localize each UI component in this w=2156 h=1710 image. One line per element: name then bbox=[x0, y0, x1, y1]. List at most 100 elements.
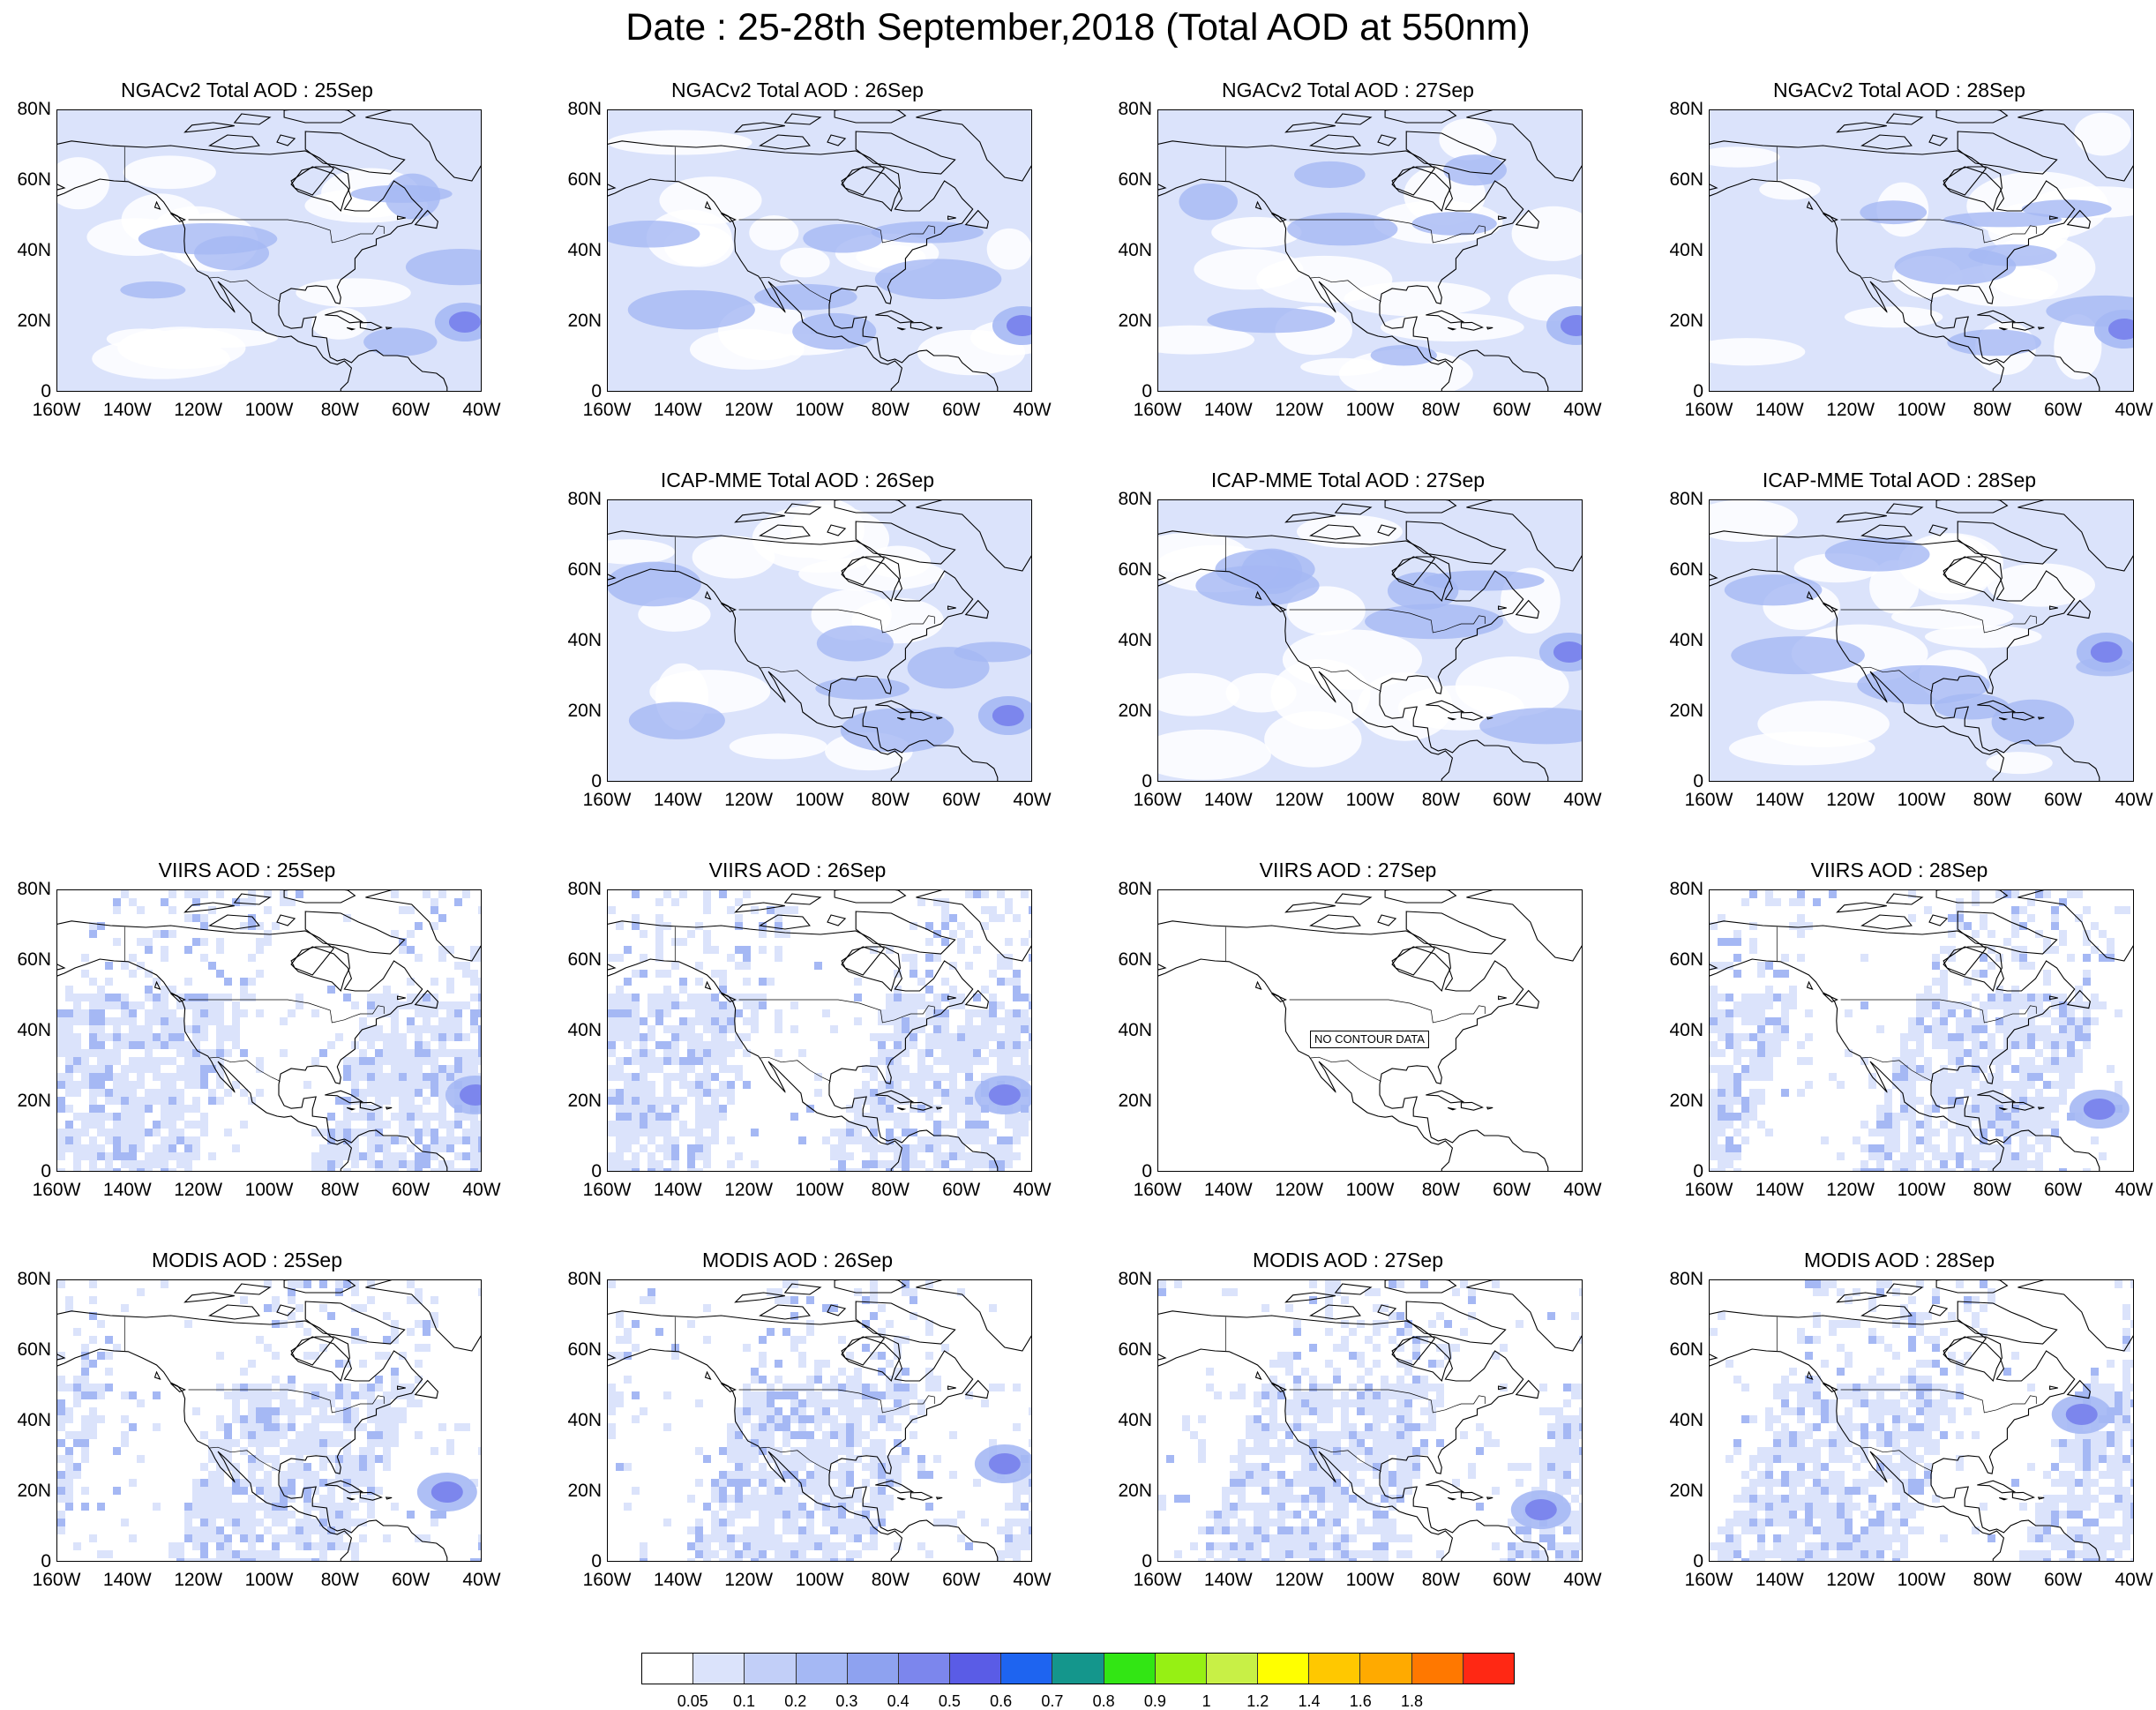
aod-pixel bbox=[1805, 922, 1813, 930]
low-aod-patch bbox=[1710, 146, 1780, 168]
aod-pixel bbox=[878, 1391, 886, 1399]
island-coastline bbox=[1334, 113, 1373, 125]
aod-pixel bbox=[782, 1519, 790, 1526]
aod-pixel bbox=[89, 1121, 97, 1129]
aod-pixel bbox=[2003, 1129, 2011, 1136]
aod-pixel bbox=[703, 1558, 711, 1561]
aod-pixel bbox=[902, 1391, 910, 1399]
lat-tick-label: 80N bbox=[567, 489, 602, 509]
aod-pixel bbox=[1980, 922, 1988, 930]
aod-pixel bbox=[830, 1399, 838, 1407]
aod-pixel bbox=[168, 930, 176, 938]
aod-pixel bbox=[1238, 1558, 1246, 1561]
aod-pixel bbox=[319, 1168, 327, 1171]
aod-pixel bbox=[97, 1089, 105, 1097]
aod-pixel bbox=[886, 1073, 894, 1081]
aod-pixel bbox=[2003, 1168, 2011, 1171]
aod-pixel bbox=[319, 1304, 327, 1312]
dust-plume-core bbox=[1560, 315, 1582, 336]
aod-pixel bbox=[1021, 1129, 1029, 1136]
aod-pixel bbox=[886, 1463, 894, 1471]
aod-pixel bbox=[319, 1526, 327, 1534]
aod-pixel bbox=[168, 1168, 176, 1171]
aod-pixel bbox=[1389, 1423, 1396, 1431]
aod-pixel bbox=[1309, 1280, 1317, 1288]
aod-pixel bbox=[256, 1487, 264, 1495]
aod-pixel bbox=[1349, 1399, 1357, 1407]
aod-pixel bbox=[81, 970, 89, 978]
aod-pixel bbox=[1726, 1550, 1733, 1558]
aod-pixel bbox=[1222, 1288, 1230, 1296]
aod-pixel bbox=[1523, 1550, 1531, 1558]
aod-pixel bbox=[2043, 1105, 2051, 1113]
island-coastline bbox=[1284, 122, 1336, 133]
aod-pixel bbox=[248, 1471, 256, 1479]
island-coastline bbox=[783, 1283, 822, 1295]
aod-pixel bbox=[161, 954, 168, 962]
aod-pixel bbox=[1892, 1121, 1900, 1129]
aod-pixel bbox=[327, 1113, 335, 1121]
aod-pixel bbox=[1932, 1089, 1940, 1097]
aod-pixel bbox=[1341, 1511, 1349, 1519]
aod-pixel bbox=[1373, 1550, 1381, 1558]
aod-pixel bbox=[1309, 1550, 1317, 1558]
aod-pixel bbox=[862, 1542, 870, 1550]
aod-pixel bbox=[248, 1463, 256, 1471]
aod-pixel bbox=[1972, 1105, 1980, 1113]
aod-pixel bbox=[89, 1312, 97, 1320]
aod-pixel bbox=[208, 1511, 216, 1519]
aod-pixel bbox=[232, 1081, 240, 1089]
aod-pixel bbox=[192, 914, 200, 922]
aod-pixel bbox=[1765, 1057, 1773, 1065]
aod-pixel bbox=[192, 1511, 200, 1519]
island-coastline bbox=[153, 980, 161, 990]
aod-pixel bbox=[711, 970, 719, 978]
aod-pixel bbox=[335, 1463, 343, 1471]
island-coastline bbox=[183, 122, 235, 133]
aod-pixel bbox=[105, 1057, 113, 1065]
aod-pixel bbox=[949, 1152, 957, 1160]
aod-pixel bbox=[351, 1463, 359, 1471]
aod-pixel bbox=[965, 1049, 973, 1057]
island-coastline bbox=[1836, 512, 1887, 523]
aod-map bbox=[1710, 110, 2133, 391]
aod-pixel bbox=[192, 1503, 200, 1511]
island-coastline bbox=[1447, 1106, 1457, 1111]
aod-pixel bbox=[161, 1033, 168, 1041]
map-plot-area bbox=[607, 499, 1032, 782]
aod-pixel bbox=[1733, 1097, 1741, 1105]
aod-pixel bbox=[375, 1121, 383, 1129]
aod-pixel bbox=[806, 1479, 814, 1487]
aod-pixel bbox=[288, 898, 296, 906]
aod-pixel bbox=[81, 1384, 89, 1391]
aod-pixel bbox=[113, 1089, 121, 1097]
aod-pixel bbox=[367, 1463, 375, 1471]
aod-pixel bbox=[1757, 970, 1765, 978]
aod-pixel bbox=[1563, 1384, 1571, 1391]
aod-pixel bbox=[1972, 1049, 1980, 1057]
aod-pixel bbox=[375, 1487, 383, 1495]
aod-pixel bbox=[1301, 1519, 1309, 1526]
aod-pixel bbox=[806, 1558, 814, 1561]
aod-pixel bbox=[1940, 1009, 1948, 1017]
aod-pixel bbox=[383, 1407, 391, 1415]
aod-pixel bbox=[775, 1423, 782, 1431]
lat-tick-label: 60N bbox=[1669, 949, 1703, 970]
aod-pixel bbox=[2019, 954, 2027, 962]
aod-pixel bbox=[1940, 1121, 1948, 1129]
aod-pixel bbox=[351, 1423, 359, 1431]
aod-pixel bbox=[751, 1160, 759, 1168]
aod-pixel bbox=[973, 1041, 981, 1049]
aod-pixel bbox=[830, 1423, 838, 1431]
aod-pixel bbox=[1733, 1001, 1741, 1009]
aod-pixel bbox=[319, 1384, 327, 1391]
aod-pixel bbox=[1420, 1384, 1428, 1391]
aod-pixel bbox=[407, 1017, 415, 1025]
aod-pixel bbox=[113, 1168, 121, 1171]
aod-pixel bbox=[216, 1423, 224, 1431]
aod-pixel bbox=[782, 1296, 790, 1304]
island-coastline bbox=[1309, 134, 1361, 150]
aod-pixel bbox=[1710, 1097, 1718, 1105]
aod-pixel bbox=[759, 1431, 767, 1439]
aod-pixel bbox=[640, 1550, 648, 1558]
